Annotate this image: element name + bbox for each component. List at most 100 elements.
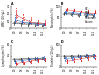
Point	[16, 17, 17, 18]
Point	[16, 64, 17, 65]
Point	[70, 55, 72, 56]
Point	[92, 15, 93, 16]
Point	[79, 58, 81, 60]
Point	[91, 14, 92, 15]
Point	[29, 60, 30, 61]
Point	[65, 57, 66, 58]
Point	[23, 61, 24, 62]
Point	[12, 57, 14, 58]
Point	[70, 14, 71, 15]
Point	[80, 10, 82, 11]
Point	[93, 54, 95, 55]
Point	[80, 59, 82, 61]
Point	[86, 57, 88, 58]
Point	[93, 12, 95, 13]
Point	[70, 57, 72, 58]
Point	[30, 19, 31, 20]
Point	[85, 16, 87, 18]
Point	[35, 23, 36, 25]
Point	[22, 59, 23, 60]
Point	[21, 18, 23, 19]
Point	[66, 8, 67, 9]
Point	[19, 58, 21, 59]
Point	[87, 59, 89, 60]
Point	[94, 13, 96, 14]
Point	[77, 14, 78, 15]
Point	[12, 22, 14, 23]
Point	[30, 21, 31, 22]
Point	[33, 23, 35, 24]
Point	[71, 55, 72, 56]
Point	[37, 58, 39, 59]
Point	[34, 25, 36, 26]
Point	[29, 58, 30, 60]
Point	[28, 57, 29, 58]
Point	[63, 55, 65, 56]
Point	[65, 60, 66, 61]
Point	[93, 54, 95, 56]
Point	[30, 18, 31, 19]
Point	[42, 57, 43, 58]
Point	[80, 10, 82, 11]
Point	[86, 13, 88, 14]
Point	[62, 12, 64, 14]
Point	[16, 15, 17, 16]
Point	[43, 23, 44, 24]
Point	[28, 58, 29, 59]
Point	[73, 57, 75, 58]
Point	[30, 59, 31, 61]
Point	[19, 58, 21, 59]
Point	[13, 22, 15, 23]
Point	[22, 62, 24, 63]
Point	[37, 24, 38, 25]
Point	[19, 22, 21, 24]
Point	[73, 58, 74, 59]
Point	[36, 60, 38, 61]
Point	[26, 58, 28, 59]
Point	[44, 59, 45, 60]
Point	[79, 11, 81, 13]
Point	[23, 14, 24, 15]
Point	[71, 16, 72, 17]
Point	[71, 57, 72, 58]
Point	[86, 14, 87, 15]
Point	[33, 58, 35, 59]
Point	[12, 23, 13, 24]
Point	[36, 57, 38, 58]
Point	[43, 24, 44, 25]
Point	[41, 23, 42, 25]
Point	[20, 57, 22, 58]
Point	[94, 54, 96, 55]
Point	[84, 14, 85, 15]
Point	[85, 53, 87, 55]
Point	[44, 61, 46, 62]
Point	[14, 18, 16, 20]
Point	[44, 23, 46, 25]
Point	[69, 54, 71, 56]
Point	[62, 14, 64, 15]
Point	[92, 53, 93, 55]
Point	[76, 56, 78, 57]
Point	[29, 61, 30, 62]
Point	[37, 59, 38, 61]
Point	[29, 23, 30, 24]
Point	[78, 54, 79, 55]
Point	[29, 20, 30, 21]
Point	[29, 22, 30, 23]
Point	[80, 10, 82, 11]
Point	[95, 57, 96, 59]
Point	[30, 61, 31, 63]
Point	[72, 55, 73, 56]
Point	[43, 23, 44, 25]
Point	[36, 58, 37, 60]
Point	[62, 54, 64, 56]
Point	[80, 11, 82, 12]
Point	[69, 55, 71, 56]
Point	[26, 58, 28, 59]
Point	[80, 57, 82, 59]
Point	[37, 61, 39, 63]
Point	[13, 59, 15, 60]
Point	[78, 54, 79, 55]
Point	[71, 12, 72, 14]
Point	[86, 12, 88, 13]
